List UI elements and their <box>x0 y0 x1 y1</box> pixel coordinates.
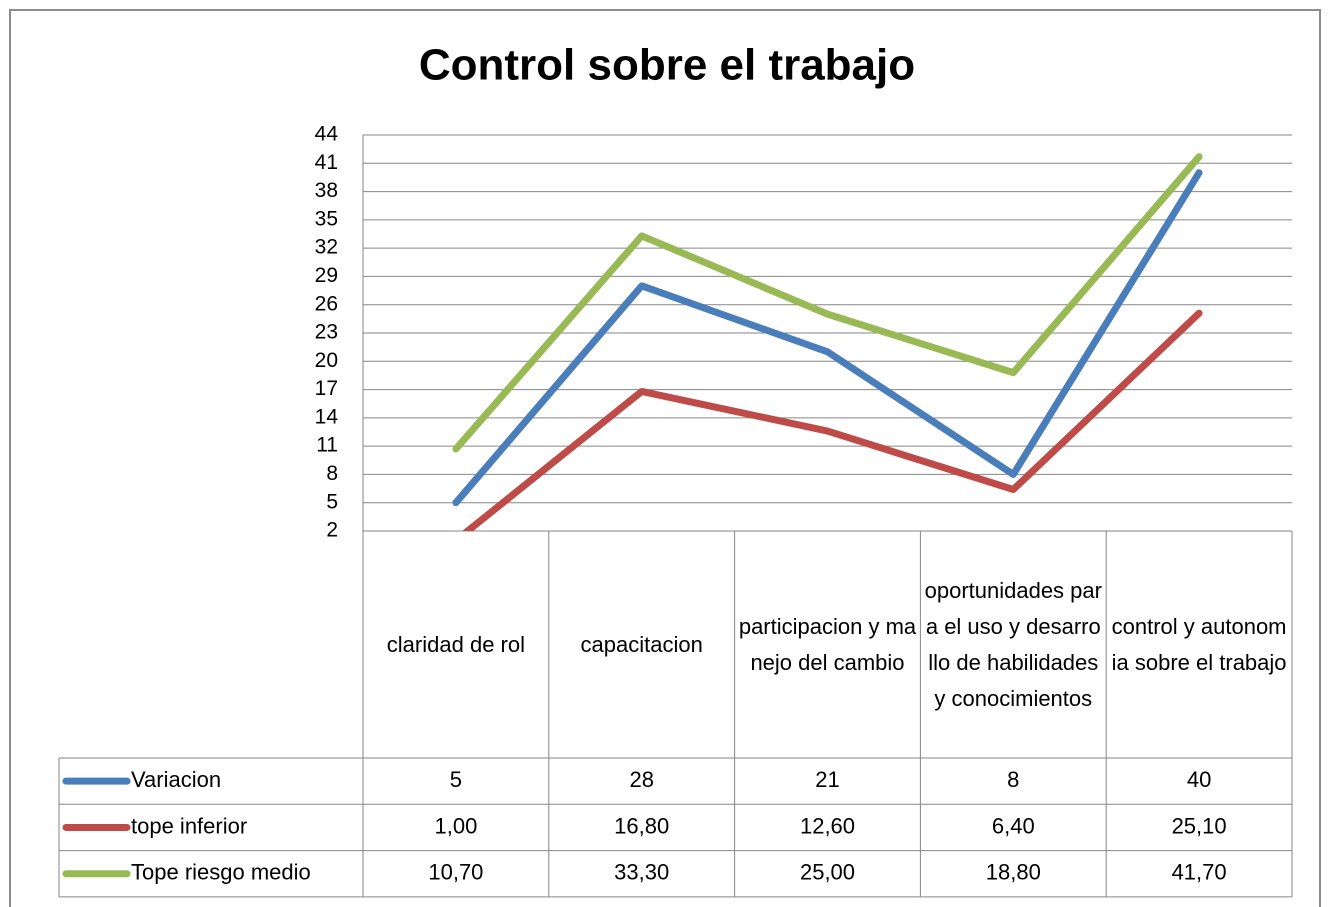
table-value: 16,80 <box>614 813 669 838</box>
y-tick-label: 41 <box>315 151 338 174</box>
legend-label: Tope riesgo medio <box>131 860 311 885</box>
table-value: 41,70 <box>1172 860 1227 885</box>
y-tick-label: 14 <box>315 405 339 428</box>
x-tick-label: claridad de rol <box>386 631 525 657</box>
x-tick-label: capacitacion <box>580 631 703 657</box>
table-value: 21 <box>815 767 839 792</box>
y-tick-label: 26 <box>315 292 338 315</box>
series-line <box>452 153 1203 453</box>
table-value: 6,40 <box>992 813 1035 838</box>
table-value: 40 <box>1187 767 1211 792</box>
y-tick-label: 35 <box>315 207 338 230</box>
chart-title: Control sobre el trabajo <box>419 41 915 90</box>
table-value: 25,00 <box>800 860 855 885</box>
series-line <box>452 169 1203 507</box>
table-value: 8 <box>1007 767 1019 792</box>
y-tick-label: 29 <box>315 264 338 287</box>
table-value: 12,60 <box>800 813 855 838</box>
series-line <box>462 309 1203 531</box>
table-value: 25,10 <box>1172 813 1227 838</box>
x-tick-label: oportunidades para el uso y desarrollo d… <box>924 577 1102 711</box>
table-value: 33,30 <box>614 860 669 885</box>
table-value: 1,00 <box>434 813 477 838</box>
table-value: 28 <box>629 767 653 792</box>
table-value: 5 <box>450 767 462 792</box>
y-tick-label: 8 <box>326 462 338 485</box>
table-value: 10,70 <box>428 860 483 885</box>
y-tick-label: 20 <box>315 349 338 372</box>
y-tick-label: 44 <box>315 123 339 146</box>
y-tick-label: 5 <box>326 490 338 513</box>
table-value: 18,80 <box>986 860 1041 885</box>
legend-label: tope inferior <box>131 813 247 838</box>
y-tick-label: 23 <box>315 321 338 344</box>
legend-label: Variacion <box>131 767 221 792</box>
y-tick-label: 32 <box>315 236 338 259</box>
y-tick-label: 38 <box>315 179 338 202</box>
y-tick-label: 2 <box>326 519 338 542</box>
y-tick-label: 11 <box>316 434 338 457</box>
y-tick-label: 17 <box>315 377 338 400</box>
x-tick-label: control y autonomia sobre el trabajo <box>1111 613 1287 675</box>
x-tick-label: participacion y manejo del cambio <box>738 613 917 675</box>
